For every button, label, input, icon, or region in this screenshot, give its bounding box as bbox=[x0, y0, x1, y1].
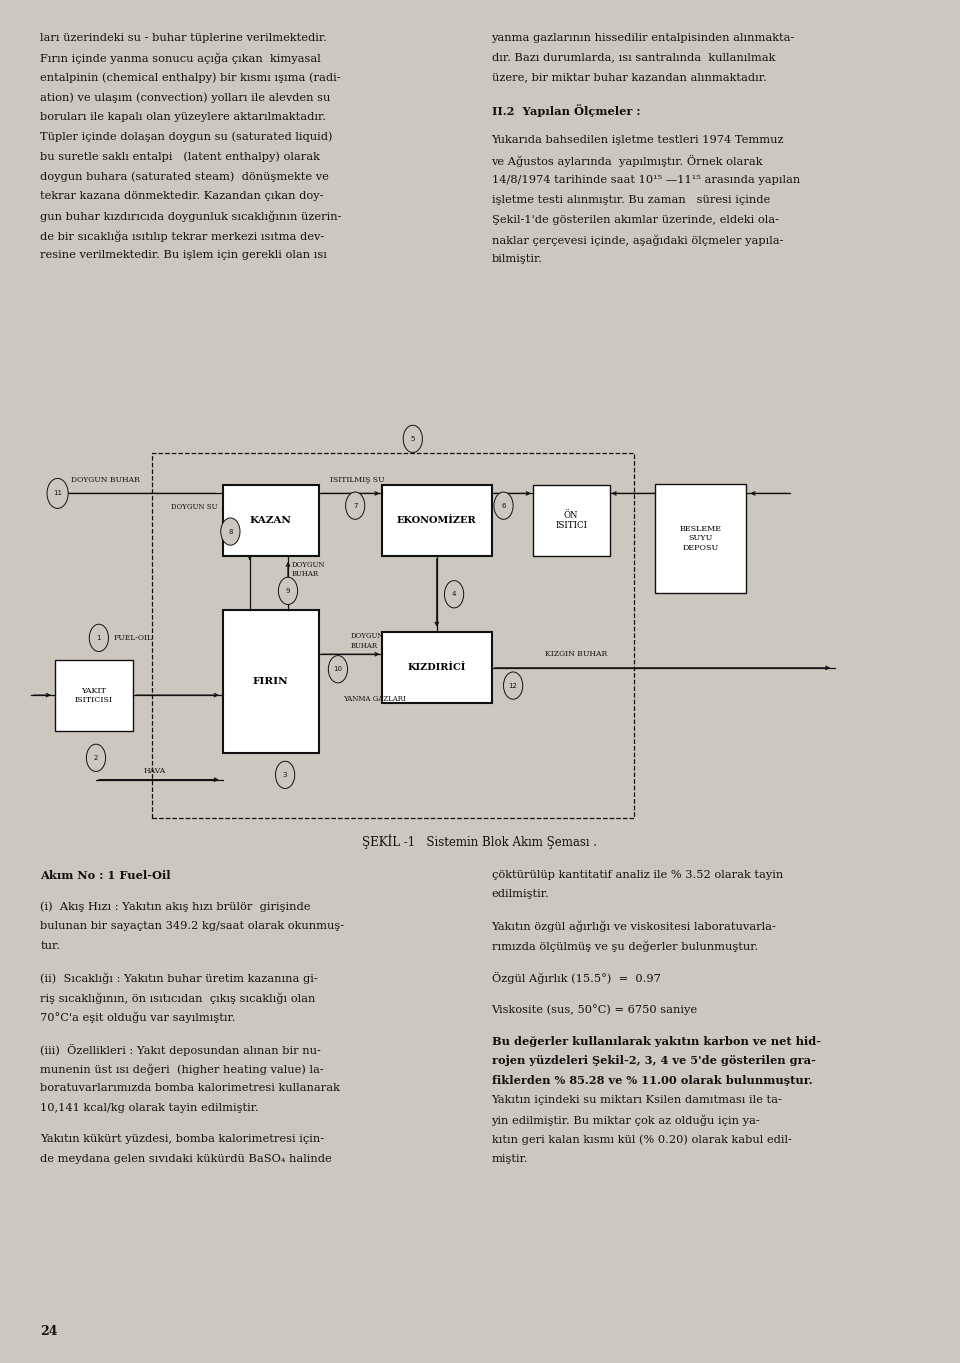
Text: bu suretle saklı entalpi   (latent enthalpy) olarak: bu suretle saklı entalpi (latent enthalp… bbox=[40, 151, 321, 162]
Text: KAZAN: KAZAN bbox=[250, 517, 292, 525]
Bar bbox=[223, 485, 319, 556]
Circle shape bbox=[221, 518, 240, 545]
Text: 10: 10 bbox=[333, 667, 343, 672]
Text: Akım No : 1 Fuel-Oil: Akım No : 1 Fuel-Oil bbox=[40, 870, 171, 880]
Text: işletme testi alınmıştır. Bu zaman   süresi içinde: işletme testi alınmıştır. Bu zaman süres… bbox=[492, 195, 770, 204]
Text: munenin üst ısı değeri  (higher heating value) la-: munenin üst ısı değeri (higher heating v… bbox=[40, 1063, 324, 1075]
Text: de meydana gelen sıvıdaki kükürdü BaSO₄ halinde: de meydana gelen sıvıdaki kükürdü BaSO₄ … bbox=[40, 1154, 332, 1164]
Text: çöktürülüp kantitatif analiz ile % 3.52 olarak tayin: çöktürülüp kantitatif analiz ile % 3.52 … bbox=[492, 870, 782, 879]
Text: ve Ağustos aylarında  yapılmıştır. Örnek olarak: ve Ağustos aylarında yapılmıştır. Örnek … bbox=[492, 155, 763, 168]
Text: 2: 2 bbox=[94, 755, 98, 761]
Circle shape bbox=[89, 624, 108, 652]
Text: DOYGUN
BUHAR: DOYGUN BUHAR bbox=[350, 632, 384, 650]
Text: yin edilmiştir. Bu miktar çok az olduğu için ya-: yin edilmiştir. Bu miktar çok az olduğu … bbox=[492, 1115, 760, 1126]
Text: bulunan bir sayaçtan 349.2 kg/saat olarak okunmuş-: bulunan bir sayaçtan 349.2 kg/saat olara… bbox=[40, 921, 345, 931]
Text: Bu değerler kullanılarak yakıtın karbon ve net hid-: Bu değerler kullanılarak yakıtın karbon … bbox=[492, 1036, 821, 1047]
Bar bbox=[382, 632, 492, 703]
Text: 3: 3 bbox=[283, 771, 287, 778]
Text: ÖN
ISITICI: ÖN ISITICI bbox=[555, 511, 588, 530]
Text: boratuvarlarımızda bomba kalorimetresi kullanarak: boratuvarlarımızda bomba kalorimetresi k… bbox=[40, 1084, 340, 1093]
Circle shape bbox=[278, 578, 298, 605]
Circle shape bbox=[494, 492, 514, 519]
Text: doygun buhara (saturated steam)  dönüşmekte ve: doygun buhara (saturated steam) dönüşmek… bbox=[40, 170, 329, 181]
Circle shape bbox=[504, 672, 523, 699]
Text: (iii)  Özellikleri : Yakıt deposundan alınan bir nu-: (iii) Özellikleri : Yakıt deposundan alı… bbox=[40, 1044, 322, 1055]
Text: Yakıtın içindeki su miktarı Ksilen damıtması ile ta-: Yakıtın içindeki su miktarı Ksilen damıt… bbox=[492, 1094, 782, 1105]
Text: ation) ve ulaşım (convection) yolları ile alevden su: ation) ve ulaşım (convection) yolları il… bbox=[40, 91, 330, 102]
Text: bilmiştir.: bilmiştir. bbox=[492, 254, 542, 264]
Text: Yakıtın özgül ağırlığı ve viskositesi laboratuvarla-: Yakıtın özgül ağırlığı ve viskositesi la… bbox=[492, 921, 777, 932]
Circle shape bbox=[47, 478, 68, 508]
Text: 24: 24 bbox=[40, 1325, 58, 1338]
Text: 70°C'a eşit olduğu var sayılmıştır.: 70°C'a eşit olduğu var sayılmıştır. bbox=[40, 1011, 236, 1024]
Text: YANMA GAZLARI: YANMA GAZLARI bbox=[343, 695, 405, 703]
Text: naklar çerçevesi içinde, aşağıdaki ölçmeler yapıla-: naklar çerçevesi içinde, aşağıdaki ölçme… bbox=[492, 234, 783, 245]
Text: Tüpler içinde dolaşan doygun su (saturated liquid): Tüpler içinde dolaşan doygun su (saturat… bbox=[40, 131, 333, 142]
Text: ları üzerindeki su - buhar tüplerine verilmektedir.: ları üzerindeki su - buhar tüplerine ver… bbox=[40, 33, 327, 42]
Text: 1: 1 bbox=[97, 635, 101, 641]
Text: DOYGUN BUHAR: DOYGUN BUHAR bbox=[71, 476, 140, 484]
Text: tur.: tur. bbox=[40, 940, 60, 951]
Text: 11: 11 bbox=[53, 491, 62, 496]
Text: kıtın geri kalan kısmı kül (% 0.20) olarak kabul edil-: kıtın geri kalan kısmı kül (% 0.20) olar… bbox=[492, 1134, 791, 1145]
Text: boruları ile kapalı olan yüzeylere aktarılmaktadır.: boruları ile kapalı olan yüzeylere aktar… bbox=[40, 112, 326, 121]
Text: DOYGUN
BUHAR: DOYGUN BUHAR bbox=[292, 562, 325, 578]
Circle shape bbox=[328, 656, 348, 683]
Text: Viskosite (sus, 50°C) = 6750 saniye: Viskosite (sus, 50°C) = 6750 saniye bbox=[492, 1005, 698, 1015]
Text: FUEL-OIL: FUEL-OIL bbox=[113, 634, 153, 642]
Bar bbox=[223, 611, 319, 752]
Text: tekrar kazana dönmektedir. Kazandan çıkan doy-: tekrar kazana dönmektedir. Kazandan çıka… bbox=[40, 191, 324, 200]
Text: (ii)  Sıcaklığı : Yakıtın buhar üretim kazanına gi-: (ii) Sıcaklığı : Yakıtın buhar üretim ka… bbox=[40, 972, 318, 984]
Text: 10,141 kcal/kg olarak tayin edilmiştir.: 10,141 kcal/kg olarak tayin edilmiştir. bbox=[40, 1103, 259, 1112]
Text: II.2  Yapılan Ölçmeler :: II.2 Yapılan Ölçmeler : bbox=[492, 104, 640, 117]
Text: Özgül Ağırlık (15.5°)  =  0.97: Özgül Ağırlık (15.5°) = 0.97 bbox=[492, 972, 660, 984]
Text: BESLEME
SUYU
DEPOSU: BESLEME SUYU DEPOSU bbox=[680, 525, 722, 552]
Text: miştir.: miştir. bbox=[492, 1154, 528, 1164]
Text: KIZGIN BUHAR: KIZGIN BUHAR bbox=[545, 650, 607, 658]
Text: de bir sıcaklığa ısıtılıp tekrar merkezi ısıtma dev-: de bir sıcaklığa ısıtılıp tekrar merkezi… bbox=[40, 230, 324, 241]
Text: gun buhar kızdırıcıda doygunluk sıcaklığının üzerin-: gun buhar kızdırıcıda doygunluk sıcaklığ… bbox=[40, 210, 342, 222]
Text: HAVA: HAVA bbox=[144, 767, 166, 776]
Text: 7: 7 bbox=[353, 503, 357, 508]
Text: FIRIN: FIRIN bbox=[252, 677, 289, 686]
Text: EKONOMİZER: EKONOMİZER bbox=[397, 517, 476, 525]
Circle shape bbox=[444, 581, 464, 608]
Text: KIZDIRİCİ: KIZDIRİCİ bbox=[408, 664, 466, 672]
Text: rojen yüzdeleri Şekil-2, 3, 4 ve 5'de gösterilen gra-: rojen yüzdeleri Şekil-2, 3, 4 ve 5'de gö… bbox=[492, 1055, 815, 1066]
Text: fiklerden % 85.28 ve % 11.00 olarak bulunmuştur.: fiklerden % 85.28 ve % 11.00 olarak bulu… bbox=[492, 1075, 812, 1086]
Text: (i)  Akış Hızı : Yakıtın akış hızı brülör  girişinde: (i) Akış Hızı : Yakıtın akış hızı brülör… bbox=[40, 901, 311, 912]
Text: 5: 5 bbox=[411, 436, 415, 442]
Circle shape bbox=[403, 425, 422, 453]
Text: Şekil-1'de gösterilen akımlar üzerinde, eldeki ola-: Şekil-1'de gösterilen akımlar üzerinde, … bbox=[492, 214, 779, 225]
Circle shape bbox=[86, 744, 106, 771]
Text: entalpinin (chemical enthalpy) bir kısmı ışıma (radi-: entalpinin (chemical enthalpy) bir kısmı… bbox=[40, 72, 341, 83]
Bar bbox=[382, 485, 492, 556]
Text: 6: 6 bbox=[501, 503, 506, 508]
Text: riş sıcaklığının, ön ısıtıcıdan  çıkış sıcaklığı olan: riş sıcaklığının, ön ısıtıcıdan çıkış sı… bbox=[40, 992, 316, 1003]
Bar bbox=[55, 660, 133, 731]
Text: 4: 4 bbox=[452, 592, 456, 597]
Text: Yukarıda bahsedilen işletme testleri 1974 Temmuz: Yukarıda bahsedilen işletme testleri 197… bbox=[492, 135, 784, 146]
Text: üzere, bir miktar buhar kazandan alınmaktadır.: üzere, bir miktar buhar kazandan alınmak… bbox=[492, 72, 766, 82]
Text: Fırın içinde yanma sonucu açığa çıkan  kimyasal: Fırın içinde yanma sonucu açığa çıkan ki… bbox=[40, 52, 321, 64]
Text: ŞEKİL -1   Sistemin Blok Akım Şeması .: ŞEKİL -1 Sistemin Blok Akım Şeması . bbox=[363, 834, 597, 849]
Text: edilmiştir.: edilmiştir. bbox=[492, 889, 549, 900]
Bar bbox=[533, 485, 610, 556]
Text: 12: 12 bbox=[509, 683, 517, 688]
Bar bbox=[655, 484, 747, 593]
Circle shape bbox=[276, 761, 295, 788]
Text: dır. Bazı durumlarda, ısı santralında  kullanılmak: dır. Bazı durumlarda, ısı santralında ku… bbox=[492, 52, 775, 63]
Text: resine verilmektedir. Bu işlem için gerekli olan ısı: resine verilmektedir. Bu işlem için gere… bbox=[40, 249, 327, 260]
Circle shape bbox=[346, 492, 365, 519]
Text: DOYGUN SU: DOYGUN SU bbox=[172, 503, 218, 511]
Text: YAKIT
ISITICISI: YAKIT ISITICISI bbox=[75, 687, 113, 703]
Text: Yakıtın kükürt yüzdesi, bomba kalorimetresi için-: Yakıtın kükürt yüzdesi, bomba kalorimetr… bbox=[40, 1134, 324, 1145]
Text: 8: 8 bbox=[228, 529, 232, 534]
Text: 9: 9 bbox=[286, 587, 290, 594]
Bar bbox=[152, 453, 634, 818]
Text: 14/8/1974 tarihinde saat 10¹⁵ —11¹⁵ arasında yapılan: 14/8/1974 tarihinde saat 10¹⁵ —11¹⁵ aras… bbox=[492, 174, 800, 185]
Text: yanma gazlarının hissedilir entalpisinden alınmakta-: yanma gazlarının hissedilir entalpisinde… bbox=[492, 33, 795, 42]
Text: rımızda ölçülmüş ve şu değerler bulunmuştur.: rımızda ölçülmüş ve şu değerler bulunmuş… bbox=[492, 940, 757, 953]
Text: ISITILMIŞ SU: ISITILMIŞ SU bbox=[330, 476, 385, 484]
